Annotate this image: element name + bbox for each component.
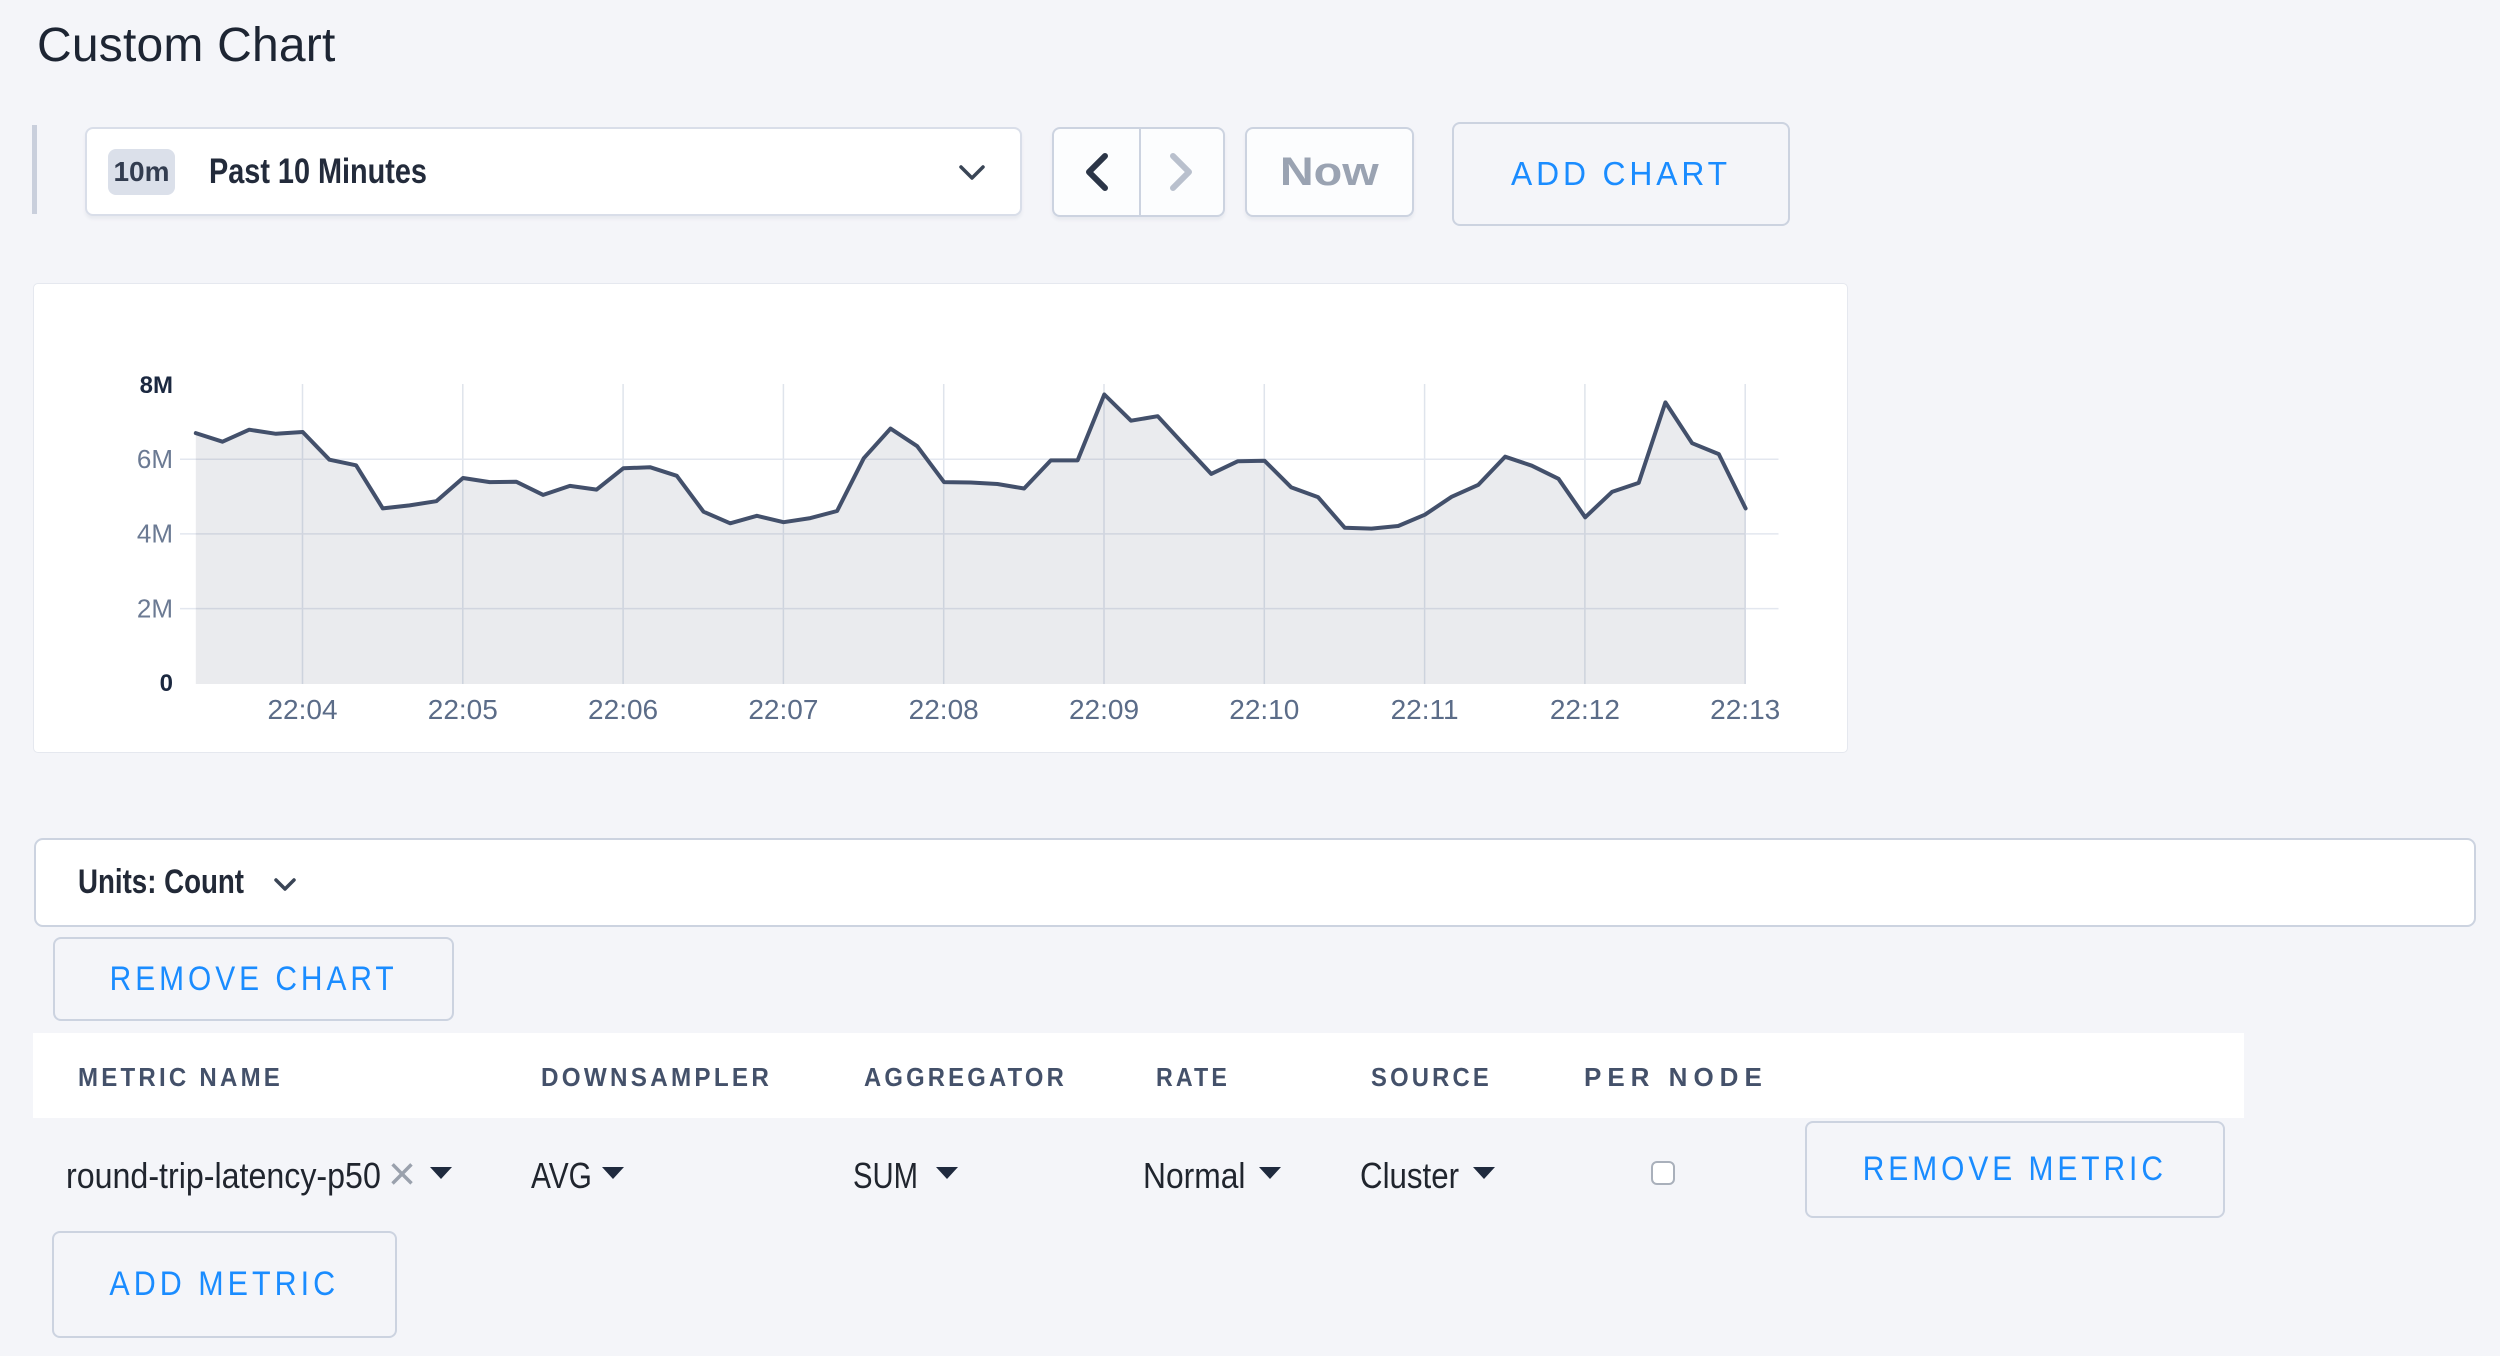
svg-text:6M: 6M [137,444,173,474]
svg-text:22:04: 22:04 [267,694,337,725]
svg-text:22:06: 22:06 [588,694,658,725]
svg-text:22:10: 22:10 [1229,694,1299,725]
svg-text:22:08: 22:08 [909,694,979,725]
svg-text:2M: 2M [137,593,173,623]
svg-text:22:05: 22:05 [428,694,498,725]
svg-text:4M: 4M [137,519,173,549]
svg-text:22:13: 22:13 [1710,694,1780,725]
svg-text:22:09: 22:09 [1069,694,1139,725]
svg-text:8M: 8M [140,372,173,399]
svg-text:22:12: 22:12 [1550,694,1620,725]
svg-text:22:11: 22:11 [1391,694,1459,725]
svg-text:0: 0 [160,670,173,697]
svg-text:22:07: 22:07 [748,694,818,725]
